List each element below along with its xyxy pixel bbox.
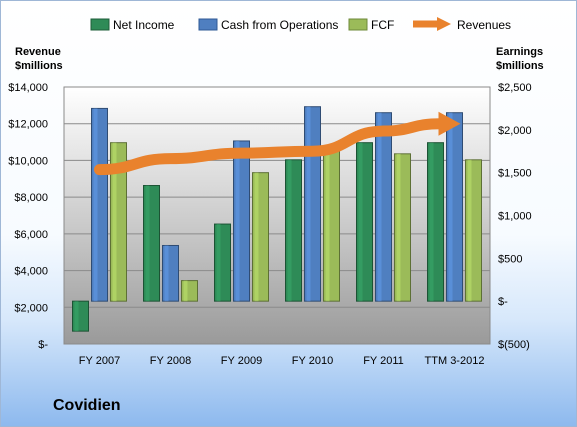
revenue-line: [94, 118, 446, 176]
revenue-point: [312, 150, 313, 152]
legend-label-fcf: FCF: [371, 18, 394, 32]
legend-label-net-income: Net Income: [113, 18, 175, 32]
legend-arrowhead-revenues: [437, 17, 451, 31]
legend-label-revenues: Revenues: [457, 18, 511, 32]
right-axis-tick-label: $500: [498, 253, 522, 265]
bar-highlight-net-income: [358, 142, 363, 302]
legend-swatch-net-income: [90, 18, 110, 31]
category-label: FY 2009: [221, 355, 262, 367]
bar-highlight-net-income: [145, 185, 150, 302]
right-axis-tick-label: $-: [498, 296, 508, 308]
revenue-point: [99, 169, 100, 171]
revenue-arrowhead: [438, 111, 461, 136]
category-label: FY 2010: [292, 355, 333, 367]
revenue-point: [241, 152, 242, 154]
right-axis-title-line2: $millions: [496, 60, 544, 72]
bar-highlight-fcf: [183, 280, 188, 302]
bar-highlight-net-income: [429, 142, 434, 302]
legend-swatch-cfo: [198, 18, 218, 31]
left-axis-tick-label: $4,000: [14, 266, 48, 278]
category-label: TTM 3-2012: [425, 355, 485, 367]
bar-highlight-net-income: [287, 159, 292, 302]
bar-highlight-cfo: [235, 140, 240, 302]
bar-highlight-fcf: [112, 142, 117, 302]
left-axis-title: Revenue $millions: [15, 45, 63, 73]
chart-legend: Net Income Cash from Operations FCF Reve…: [90, 17, 511, 32]
bar-highlight-cfo: [93, 108, 98, 302]
right-axis-title-line1: Earnings: [496, 46, 544, 58]
bar-series: [72, 106, 482, 332]
company-name: Covidien: [53, 397, 121, 414]
revenue-point: [454, 123, 455, 125]
left-axis-tick-label: $6,000: [14, 229, 48, 241]
category-labels: FY 2007 FY 2008 FY 2009 FY 2010 FY 2011 TTM 3…: [79, 355, 485, 367]
legend-swatch-fcf: [348, 18, 368, 31]
category-label: FY 2011: [363, 355, 404, 367]
bar-highlight-fcf: [254, 172, 259, 302]
bar-highlight-cfo: [306, 106, 311, 302]
bar-highlight-net-income: [74, 301, 79, 332]
right-axis-tick-label: $(500): [498, 339, 530, 351]
category-label: FY 2007: [79, 355, 120, 367]
bar-highlight-net-income: [216, 224, 221, 302]
bar-highlight-fcf: [467, 159, 472, 302]
right-axis-title: Earnings $millions: [496, 45, 544, 73]
right-axis-tick-label: $1,000: [498, 211, 532, 223]
revenue-point: [383, 130, 384, 132]
legend-label-cfo: Cash from Operations: [221, 18, 338, 32]
left-axis-tick-label: $14,000: [8, 82, 48, 94]
left-axis-tick-label: $12,000: [8, 119, 48, 131]
left-axis-title-line2: $millions: [15, 60, 63, 72]
revenue-point: [170, 158, 171, 160]
right-axis-tick-label: $1,500: [498, 168, 532, 180]
left-axis-tick-label: $-: [38, 339, 48, 351]
right-axis-tick-label: $2,000: [498, 125, 532, 137]
bar-highlight-cfo: [164, 245, 169, 302]
left-axis-tick-label: $2,000: [14, 302, 48, 314]
revenue-series: [94, 111, 461, 176]
right-axis-ticks: $(500) $- $500 $1,000 $1,500 $2,000 $2,500: [498, 82, 532, 351]
bar-highlight-cfo: [377, 112, 382, 302]
left-axis-tick-label: $8,000: [14, 192, 48, 204]
bar-highlight-fcf: [325, 148, 330, 302]
category-label: FY 2008: [150, 355, 191, 367]
bar-highlight-cfo: [448, 112, 453, 302]
left-axis-ticks: $- $2,000 $4,000 $6,000 $8,000 $10,000 $12,000…: [8, 82, 48, 351]
bar-highlight-fcf: [396, 153, 401, 302]
right-axis-tick-label: $2,500: [498, 82, 532, 94]
left-axis-tick-label: $10,000: [8, 155, 48, 167]
left-axis-title-line1: Revenue: [15, 46, 61, 58]
